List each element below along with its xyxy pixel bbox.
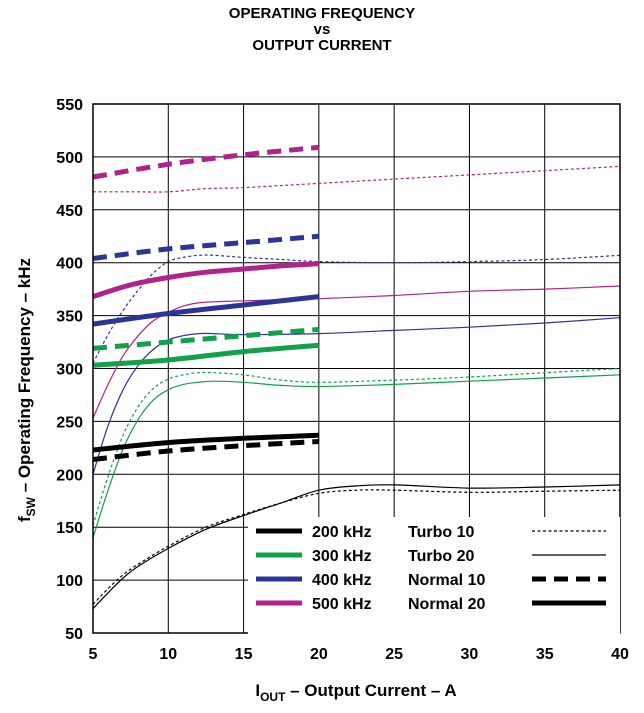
legend-frequency: 200 kHz 300 kHz 400 kHz 500 kHz bbox=[256, 524, 372, 613]
series-400khz-normal-20 bbox=[92, 294, 320, 327]
x-axis-label-sub: OUT bbox=[260, 690, 286, 704]
x-tick-label: 40 bbox=[611, 646, 629, 663]
series-500khz-turbo-20 bbox=[92, 285, 621, 419]
series-200khz-turbo-20 bbox=[92, 484, 621, 610]
x-tick-labels: 5 10 15 20 25 30 35 40 bbox=[89, 646, 629, 663]
chart-title-line-1: OPERATING FREQUENCY bbox=[228, 5, 416, 22]
series-layer bbox=[92, 144, 621, 610]
x-tick-label: 20 bbox=[310, 646, 328, 663]
y-tick-label: 200 bbox=[56, 467, 83, 484]
y-tick-label: 300 bbox=[56, 362, 83, 379]
legend-label-turbo-20: Turbo 20 bbox=[408, 548, 474, 565]
y-tick-label: 550 bbox=[56, 97, 83, 114]
series-300khz-normal-10 bbox=[92, 326, 320, 351]
y-axis-label: fSW – Operating Frequency – kHz bbox=[15, 258, 38, 522]
series-500khz-turbo-10 bbox=[93, 165, 621, 193]
legend-label-normal-20: Normal 20 bbox=[408, 596, 485, 613]
y-axis-label-main: f bbox=[15, 516, 34, 522]
y-tick-label: 350 bbox=[56, 309, 83, 326]
x-axis-label-rest: – Output Current – A bbox=[285, 681, 456, 700]
chart-title-line-3: OUTPUT CURRENT bbox=[252, 37, 392, 54]
y-axis-label-sub: SW bbox=[24, 496, 38, 516]
series-200khz-normal-10 bbox=[92, 439, 320, 462]
y-tick-label: 450 bbox=[56, 203, 83, 220]
series-400khz-turbo-10 bbox=[92, 254, 621, 364]
chart-title-line-2: vs bbox=[313, 21, 331, 38]
x-tick-label: 35 bbox=[536, 646, 554, 663]
legend-label-400khz: 400 kHz bbox=[312, 572, 372, 589]
x-axis-label-main: I bbox=[255, 681, 260, 700]
legend-label-turbo-10: Turbo 10 bbox=[408, 524, 474, 541]
legend-label-200khz: 200 kHz bbox=[312, 524, 372, 541]
y-tick-labels: 50 100 150 200 250 300 350 400 450 500 550 bbox=[56, 97, 83, 643]
series-500khz-normal-10 bbox=[92, 144, 320, 180]
series-500khz-normal-20 bbox=[92, 261, 320, 299]
x-tick-label: 30 bbox=[461, 646, 479, 663]
series-300khz-turbo-20 bbox=[92, 374, 621, 538]
legend-label-500khz: 500 kHz bbox=[312, 596, 372, 613]
series-300khz-turbo-10 bbox=[92, 367, 621, 526]
x-tick-label: 15 bbox=[235, 646, 253, 663]
y-tick-label: 500 bbox=[56, 150, 83, 167]
y-tick-label: 400 bbox=[56, 256, 83, 273]
series-400khz-normal-10 bbox=[92, 233, 320, 261]
x-tick-label: 25 bbox=[385, 646, 403, 663]
x-tick-label: 5 bbox=[89, 646, 98, 663]
legend-label-normal-10: Normal 10 bbox=[408, 572, 485, 589]
series-300khz-normal-20 bbox=[92, 342, 320, 368]
series-400khz-turbo-20 bbox=[92, 317, 621, 475]
y-tick-label: 150 bbox=[56, 520, 83, 537]
x-tick-label: 10 bbox=[159, 646, 177, 663]
y-tick-label: 100 bbox=[56, 573, 83, 590]
legend-mode: Turbo 10 Turbo 20 Normal 10 Normal 20 bbox=[408, 524, 606, 613]
y-tick-label: 250 bbox=[56, 414, 83, 431]
series-200khz-normal-20 bbox=[92, 432, 319, 453]
legend-label-300khz: 300 kHz bbox=[312, 548, 372, 565]
y-tick-label: 50 bbox=[65, 626, 83, 643]
x-axis-label: IOUT – Output Current – A bbox=[255, 681, 456, 704]
y-axis-label-rest: – Operating Frequency – kHz bbox=[15, 258, 34, 497]
